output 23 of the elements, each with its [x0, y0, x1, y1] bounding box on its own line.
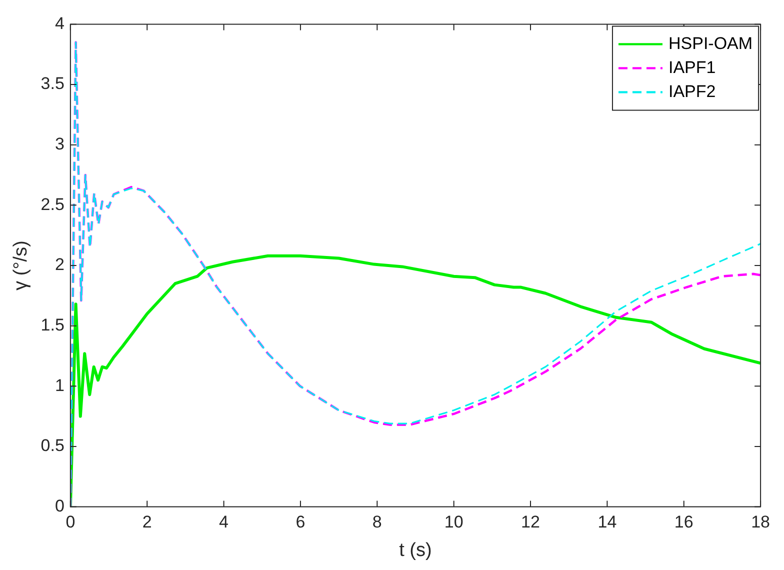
- legend-label: IAPF1: [668, 58, 716, 77]
- legend-label: HSPI-OAM: [668, 34, 753, 53]
- x-axis-title: t (s): [399, 540, 432, 561]
- y-tick-label: 4: [54, 14, 64, 33]
- y-tick-label: 1: [54, 376, 64, 395]
- x-tick-label: 10: [444, 512, 464, 532]
- x-tick-label: 12: [521, 512, 540, 532]
- legend-label: IAPF2: [668, 82, 716, 101]
- x-tick-label: 4: [219, 512, 229, 532]
- y-tick-label: 2: [54, 255, 64, 274]
- y-tick-label: 2.5: [40, 194, 64, 214]
- y-tick-label: 0.5: [40, 436, 64, 456]
- y-tick-label: 0: [54, 496, 64, 516]
- x-tick-label: 6: [296, 512, 306, 532]
- x-tick-label: 14: [598, 512, 617, 532]
- y-axis-title: γ (°/s): [10, 240, 32, 290]
- x-tick-label: 2: [142, 512, 152, 532]
- y-tick-label: 1.5: [40, 316, 64, 335]
- x-tick-label: 8: [372, 512, 382, 532]
- x-tick-label: 18: [751, 512, 770, 532]
- x-tick-label: 16: [674, 512, 694, 532]
- y-tick-label: 3: [54, 134, 64, 154]
- y-tick-label: 3.5: [40, 74, 64, 94]
